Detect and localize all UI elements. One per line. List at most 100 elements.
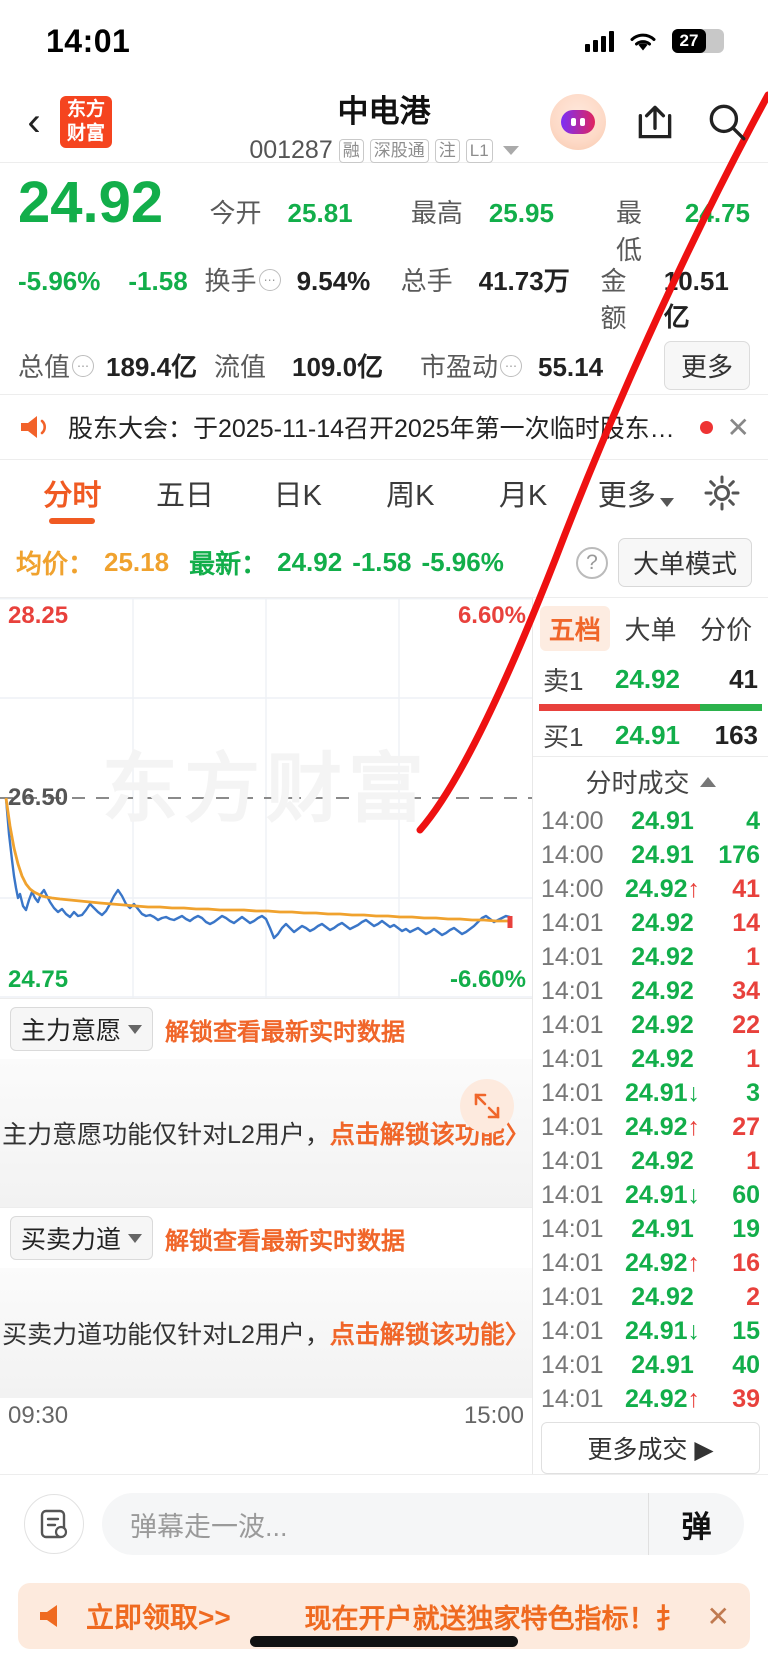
last-pct: -5.96% — [421, 547, 504, 577]
back-icon[interactable]: ‹ — [27, 100, 41, 144]
deal-row: 14:00 24.91 176 — [533, 838, 768, 872]
deal-row: 14:01 24.91 19 — [533, 1212, 768, 1246]
deal-time: 14:01 — [541, 1181, 604, 1209]
deal-price: 24.92 — [631, 1283, 694, 1311]
quote-open-label: 今开 — [209, 198, 262, 228]
deal-time: 14:01 — [541, 1045, 604, 1073]
quote-amount-label: 金额 — [600, 266, 627, 333]
promo-claim-link[interactable]: 立即领取>> — [86, 1602, 231, 1633]
quote-pe-value: 55.14 — [538, 352, 604, 382]
bid-ask-ratio-bar — [539, 704, 762, 711]
danmu-send-button[interactable]: 弹 — [648, 1493, 744, 1555]
close-icon[interactable]: ✕ — [726, 411, 750, 443]
tab-fenshi[interactable]: 分时 — [16, 472, 129, 514]
section-tabs: 股吧 盘口 资讯 公告 研报 财务 资料 — [0, 1659, 768, 1663]
change-absolute: -1.58 — [128, 266, 188, 296]
deal-volume: 22 — [732, 1011, 760, 1039]
notice-bar[interactable]: 股东大会：于2025-11-14召开2025年第一次临时股东… ✕ — [0, 394, 768, 460]
more-deals-button[interactable]: 更多成交 ▶ — [541, 1422, 760, 1474]
arrow-up-icon: ↑ — [687, 1113, 701, 1141]
deal-time: 14:01 — [541, 1147, 604, 1175]
search-icon[interactable] — [704, 99, 750, 145]
l2-panel-1-message-text: 主力意愿功能仅针对L2用户， — [2, 1121, 330, 1149]
chart-tabs: 分时 五日 日K 周K 月K 更多 — [0, 460, 768, 526]
help-icon[interactable]: ? — [575, 546, 608, 579]
deal-time: 14:00 — [541, 875, 604, 903]
deal-price: 24.92 — [631, 909, 694, 937]
tab-wuri[interactable]: 五日 — [156, 480, 215, 512]
battery-level: 27 — [679, 31, 699, 50]
deals-header[interactable]: 分时成交 — [533, 756, 768, 804]
deal-row: 14:01 24.92↑ 27 — [533, 1110, 768, 1144]
chevron-down-icon — [128, 1024, 143, 1034]
info-dots-icon[interactable]: ⋯ — [500, 355, 523, 377]
deal-row: 14:01 24.92 1 — [533, 1042, 768, 1076]
chart-axis-top-right: 6.60% — [457, 602, 526, 629]
l2-panel-2-body: 买卖力道功能仅针对L2用户，点击解锁该功能〉 — [0, 1268, 532, 1398]
deal-volume: 27 — [732, 1113, 760, 1141]
quote-high: 最高 25.95 — [411, 193, 616, 230]
bid-row[interactable]: 买1 24.91 163 — [533, 715, 768, 756]
tab-yuek[interactable]: 月K — [498, 480, 548, 512]
deal-price: 24.92 — [631, 1045, 694, 1073]
deal-price: 24.91↓ — [624, 1317, 701, 1345]
ai-assistant-icon[interactable] — [550, 94, 606, 150]
gear-icon[interactable] — [700, 471, 744, 515]
deal-volume: 39 — [732, 1385, 760, 1413]
ask-volume: 41 — [729, 664, 758, 694]
deal-time: 14:01 — [541, 1113, 604, 1141]
quote-low-value: 24.75 — [684, 198, 750, 228]
deal-volume: 16 — [732, 1249, 760, 1277]
tab-zhouk[interactable]: 周K — [386, 480, 435, 512]
deal-price: 24.92↑ — [624, 1113, 701, 1141]
info-dots-icon[interactable]: ⋯ — [72, 355, 95, 377]
deal-time: 14:01 — [541, 1079, 604, 1107]
chevron-down-icon[interactable] — [502, 146, 519, 155]
promo-close-icon[interactable]: ✕ — [706, 1600, 730, 1632]
last-value: 24.92 — [277, 547, 343, 577]
danmu-bar: 弹幕走一波... 弹 — [0, 1474, 768, 1573]
share-icon[interactable] — [632, 99, 678, 145]
app-logo[interactable]: 东方 财富 — [60, 96, 112, 148]
chart-axis-middle: 26.50 — [8, 784, 69, 811]
l2-panel-1-body: 主力意愿功能仅针对L2用户，点击解锁该功能〉 — [0, 1059, 532, 1207]
l2-panel-2-message-link[interactable]: 点击解锁该功能〉 — [329, 1321, 530, 1349]
logo-line2: 财富 — [66, 123, 105, 144]
wifi-icon — [630, 33, 656, 51]
tab-price-dist[interactable]: 分价 — [700, 615, 753, 645]
deal-price: 24.92↑ — [624, 875, 701, 903]
tab-more[interactable]: 更多 — [579, 472, 692, 514]
deal-row: 14:01 24.92 14 — [533, 906, 768, 940]
l2-panel-2-unlock-link[interactable]: 解锁查看最新实时数据 — [165, 1227, 406, 1255]
deal-price: 24.92↑ — [624, 1385, 701, 1413]
quote-volume-value: 41.73万 — [478, 266, 570, 296]
avg-value: 25.18 — [104, 547, 170, 577]
l2-panel-2-selector[interactable]: 买卖力道 — [10, 1216, 154, 1260]
info-dots-icon[interactable]: ⋯ — [258, 269, 281, 291]
deal-volume: 1 — [746, 1147, 760, 1175]
ask-row[interactable]: 卖1 24.92 41 — [533, 659, 768, 700]
deal-row: 14:01 24.91↓ 3 — [533, 1076, 768, 1110]
tab-five-level[interactable]: 五档 — [539, 606, 610, 651]
deal-row: 14:01 24.92 1 — [533, 940, 768, 974]
more-quote-button[interactable]: 更多 — [663, 341, 750, 390]
big-order-mode-button[interactable]: 大单模式 — [617, 538, 752, 587]
speaker-icon — [21, 416, 46, 438]
quote-high-label: 最高 — [410, 198, 463, 228]
main-split: 东方财富 — [0, 597, 768, 1474]
tab-rik[interactable]: 日K — [273, 480, 322, 512]
note-icon[interactable] — [24, 1494, 84, 1554]
danmu-placeholder: 弹幕走一波... — [130, 1511, 288, 1542]
deal-price: 24.91 — [631, 1351, 694, 1379]
l2-panel-1-unlock-link[interactable]: 解锁查看最新实时数据 — [165, 1018, 406, 1046]
status-time: 14:01 — [46, 22, 131, 59]
note-glyph-icon — [40, 1509, 68, 1539]
l2-panel-1-selector[interactable]: 主力意愿 — [10, 1007, 154, 1051]
avg-price-bar: 均价： 25.18 最新： 24.92 -1.58 -5.96% ? 大单模式 — [0, 526, 768, 597]
danmu-input[interactable]: 弹幕走一波... 弹 — [102, 1493, 744, 1555]
quote-floatcap-value: 109.0亿 — [292, 352, 384, 382]
expand-icon[interactable] — [460, 1079, 514, 1133]
intraday-chart[interactable]: 东方财富 — [0, 598, 532, 998]
order-book-column: 五档 大单 分价 卖1 24.92 41 买1 24.91 163 分时成交 1… — [532, 598, 768, 1474]
tab-big-order[interactable]: 大单 — [624, 615, 677, 645]
